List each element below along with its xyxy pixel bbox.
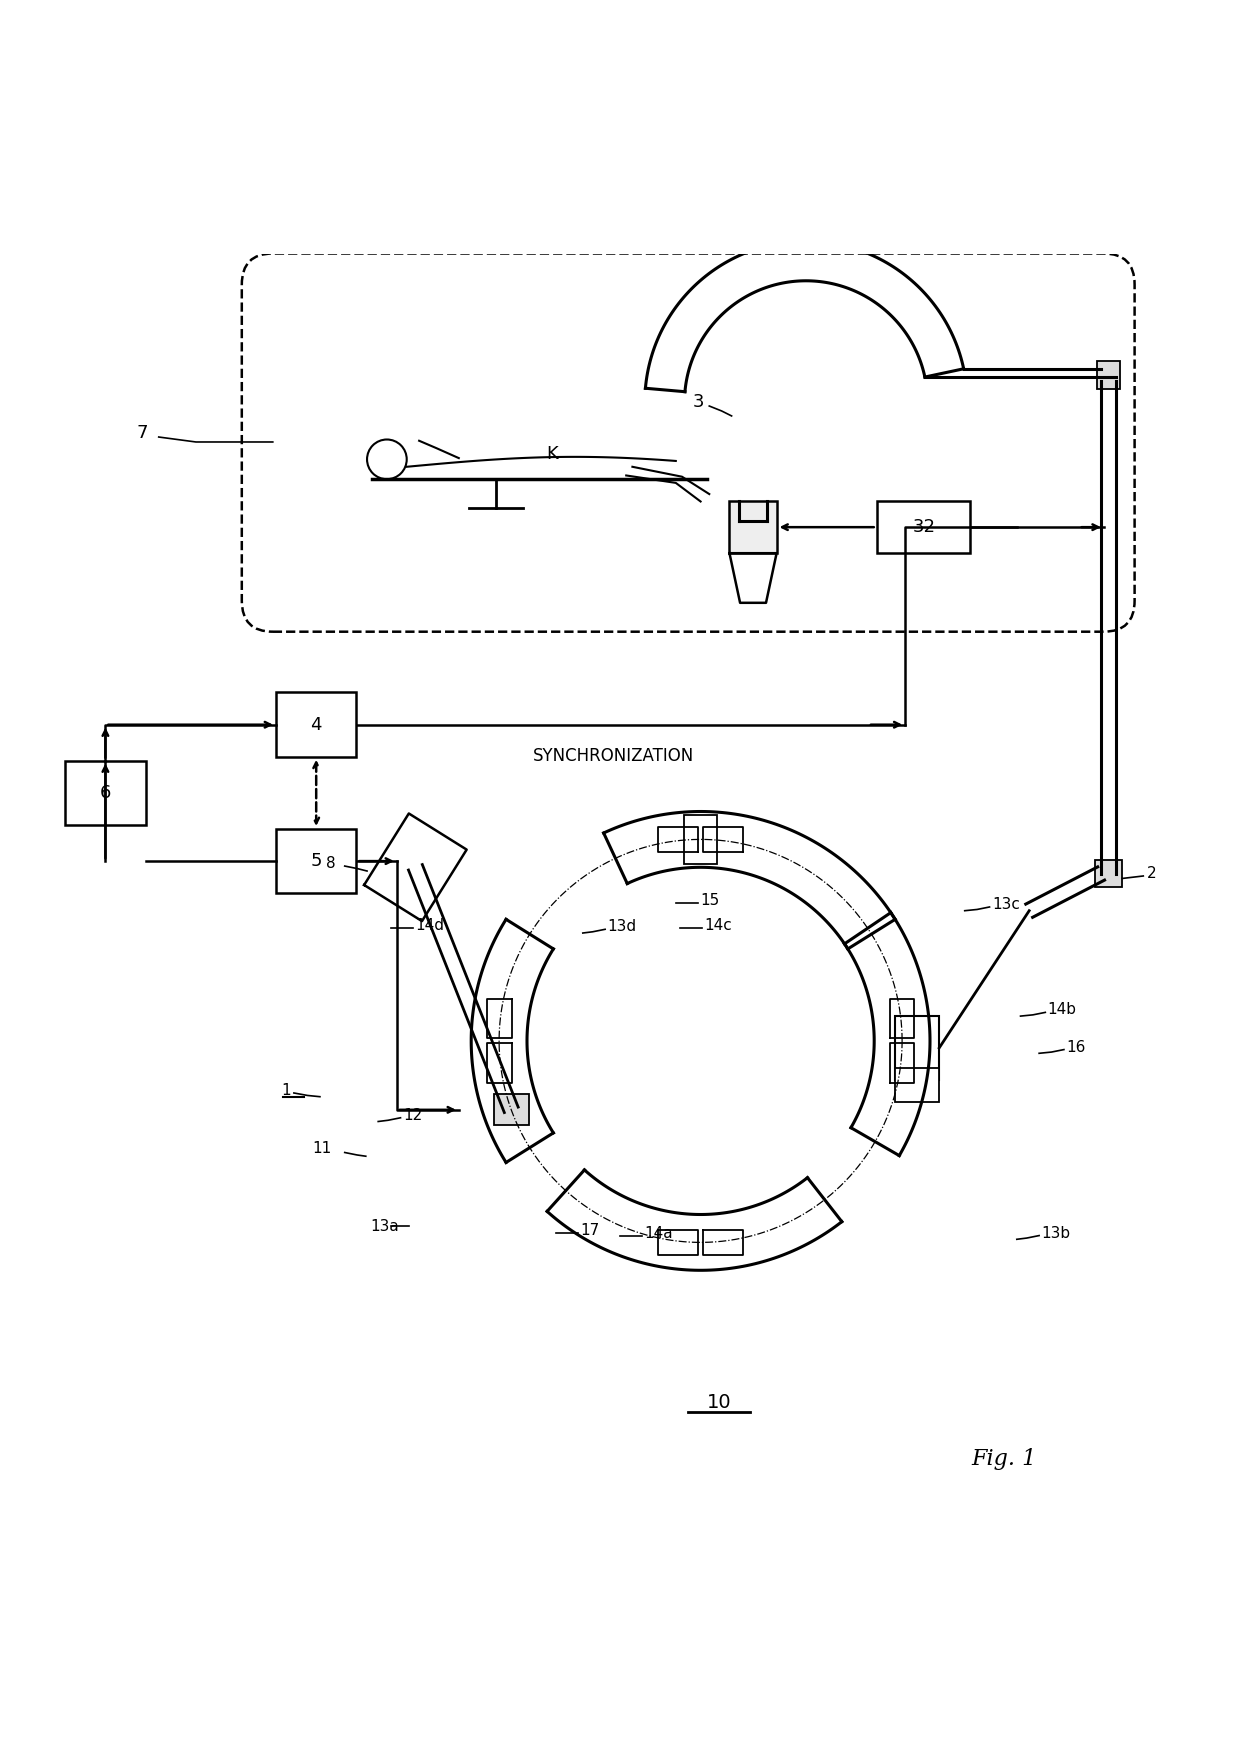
Text: 1: 1: [281, 1083, 291, 1099]
Bar: [275, 692, 357, 756]
Bar: [729, 501, 776, 554]
Text: 14c: 14c: [704, 919, 732, 933]
Bar: [895, 1015, 939, 1080]
Text: 13d: 13d: [608, 919, 636, 935]
Text: 14a: 14a: [645, 1226, 673, 1240]
Bar: [684, 814, 717, 865]
Text: 13b: 13b: [1042, 1226, 1070, 1240]
Text: SYNCHRONIZATION: SYNCHRONIZATION: [533, 746, 694, 765]
Text: 7: 7: [136, 425, 149, 442]
Text: K: K: [546, 445, 558, 463]
Bar: [878, 501, 970, 554]
Text: 15: 15: [701, 893, 720, 908]
Text: 4: 4: [310, 716, 322, 734]
Text: 16: 16: [1066, 1039, 1086, 1055]
Bar: [66, 760, 146, 825]
Bar: [1095, 860, 1122, 887]
Bar: [494, 1094, 528, 1125]
Text: 13a: 13a: [370, 1219, 399, 1235]
Text: 8: 8: [326, 856, 336, 872]
Text: 5: 5: [310, 853, 322, 870]
Text: 2: 2: [1147, 867, 1157, 880]
Bar: [275, 828, 357, 893]
Text: 11: 11: [312, 1141, 332, 1157]
Text: 14b: 14b: [1048, 1003, 1076, 1017]
Text: 3: 3: [692, 393, 704, 411]
Text: Fig. 1: Fig. 1: [972, 1448, 1037, 1469]
Text: 32: 32: [913, 519, 935, 536]
Bar: [895, 1067, 939, 1102]
Text: 13c: 13c: [992, 896, 1019, 912]
Text: 17: 17: [580, 1223, 600, 1239]
Text: 10: 10: [707, 1394, 732, 1413]
Text: 6: 6: [99, 784, 112, 802]
Text: 14d: 14d: [415, 919, 444, 933]
Text: 12: 12: [403, 1108, 423, 1123]
Bar: [1097, 362, 1120, 388]
